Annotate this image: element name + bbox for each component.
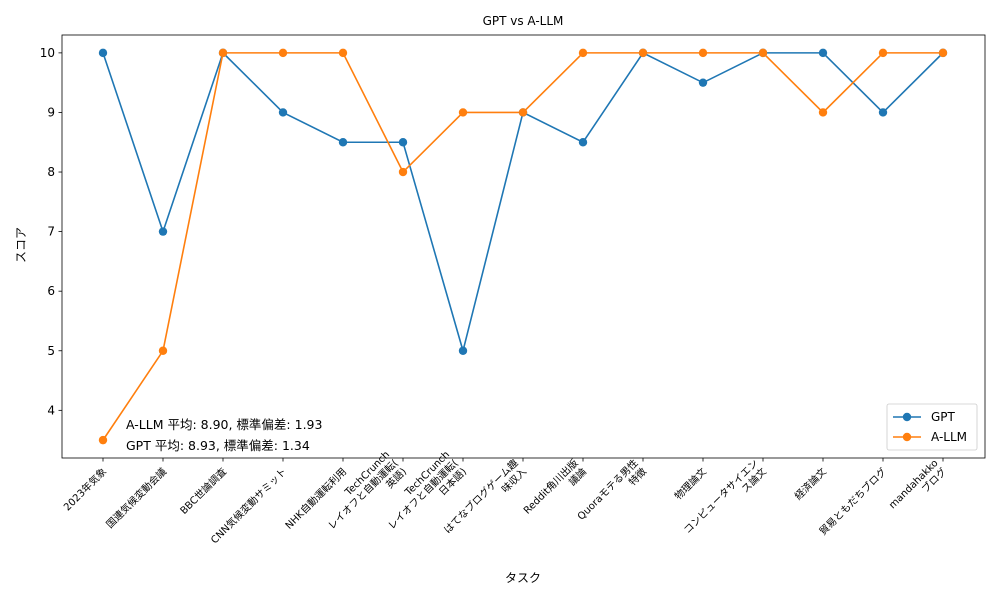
x-axis-label: タスク (505, 571, 541, 585)
data-point-gpt (98, 48, 108, 58)
data-point-gpt (878, 108, 888, 117)
legend-label-a-llm: A-LLM (931, 430, 967, 444)
data-point-a-llm (458, 108, 468, 117)
y-tick-label: 4 (47, 403, 55, 417)
series-line-gpt (102, 51, 944, 354)
annotation-gpt-stats: GPT 平均: 8.93, 標準偏差: 1.34 (126, 438, 310, 453)
legend-marker-a-llm (902, 432, 912, 442)
series-points (98, 48, 948, 445)
y-tick-label: 6 (47, 284, 55, 298)
data-point-gpt (278, 108, 288, 117)
data-point-a-llm (878, 48, 888, 58)
data-point-gpt (338, 138, 348, 147)
y-tick-label: 10 (40, 46, 55, 60)
x-tick-label: 経済論文 (792, 465, 829, 502)
data-point-a-llm (338, 48, 348, 58)
data-point-a-llm (698, 48, 708, 58)
chart-title: GPT vs A-LLM (483, 14, 564, 28)
data-point-gpt (458, 346, 468, 355)
data-point-a-llm (218, 48, 228, 58)
data-point-a-llm (98, 435, 108, 445)
plot-frame (61, 34, 986, 459)
x-tick-label: 2023年気象 (61, 465, 109, 513)
data-point-gpt (398, 138, 408, 147)
data-point-gpt (158, 227, 168, 236)
plot-axes (61, 34, 986, 459)
y-tick-label: 9 (47, 105, 55, 119)
data-point-a-llm (518, 108, 528, 117)
data-point-gpt (818, 48, 828, 58)
x-tick-label: コンピュータサイエンス論文 (682, 457, 770, 545)
legend-marker-gpt (902, 412, 912, 422)
y-tick-label: 5 (47, 344, 55, 358)
y-tick-label: 8 (47, 165, 55, 179)
data-point-gpt (698, 78, 708, 87)
y-axis-label: スコア (14, 227, 28, 263)
data-point-a-llm (938, 48, 948, 58)
x-tick-label: 国連気候変動会議 (103, 465, 169, 531)
y-axis-ticks: 4 5 6 7 8 9 10 (40, 46, 62, 417)
data-point-a-llm (578, 48, 588, 58)
annotation-a-llm-stats: A-LLM 平均: 8.90, 標準偏差: 1.93 (126, 417, 322, 432)
y-tick-label: 7 (47, 225, 55, 239)
x-tick-label: mandahakkoブログ (887, 458, 949, 520)
data-point-a-llm (758, 48, 768, 58)
data-point-a-llm (818, 108, 828, 117)
data-point-a-llm (638, 48, 648, 58)
x-tick-label: BBC世論調査 (177, 465, 229, 517)
legend: GPT A-LLM (886, 403, 978, 451)
x-tick-label: 物理論文 (672, 465, 709, 502)
legend-label-gpt: GPT (931, 410, 956, 424)
data-point-a-llm (158, 346, 168, 355)
data-point-gpt (578, 138, 588, 147)
data-point-a-llm (398, 167, 408, 177)
data-point-a-llm (278, 48, 288, 58)
x-tick-label: Quoraモテる男性特徴 (574, 456, 649, 531)
